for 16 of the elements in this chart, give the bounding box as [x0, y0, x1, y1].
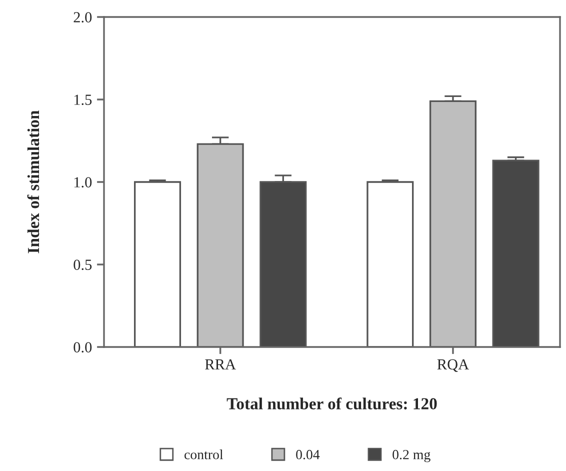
bar	[492, 160, 540, 347]
y-tick-label: 0.0	[74, 342, 92, 353]
bar	[366, 181, 414, 347]
legend-label: 0.2 mg	[392, 450, 430, 462]
y-axis-title: Index of stimulation	[27, 110, 40, 254]
x-tick-label: RQA	[437, 359, 469, 372]
legend-label: 0.04	[296, 450, 320, 460]
x-tick-label: RRA	[205, 359, 236, 370]
y-tick-label: 0.5	[74, 260, 92, 270]
x-axis-title: Total number of cultures: 120	[226, 397, 437, 410]
y-tick-label: 2.0	[74, 12, 92, 23]
y-tick-label: 1.5	[74, 94, 92, 106]
bar	[429, 100, 476, 347]
legend-label: control	[184, 450, 224, 460]
y-tick-label: 1.0	[74, 177, 92, 188]
bar	[134, 181, 182, 347]
